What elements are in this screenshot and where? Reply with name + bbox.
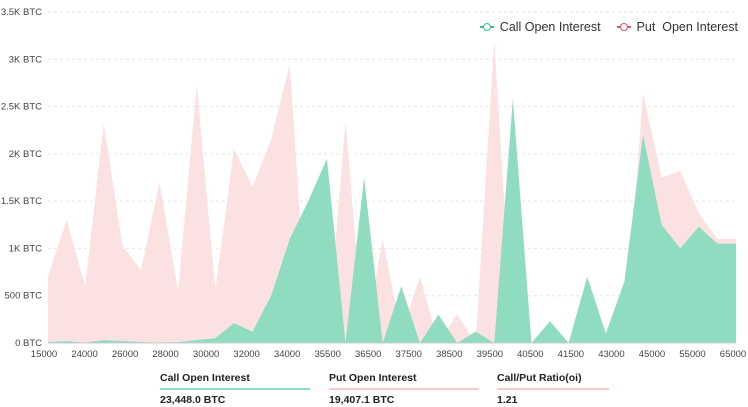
stat-call-label: Call Open Interest	[160, 372, 250, 384]
y-tick-label: 1K BTC	[9, 243, 42, 254]
stat-put-underline	[329, 388, 479, 390]
y-tick-label: 1.5K BTC	[1, 196, 42, 207]
x-tick-label: 38500	[436, 349, 462, 360]
x-tick-label: 26000	[112, 349, 138, 360]
summary-stats: Call Open Interest 23,448.0 BTC Put Open…	[0, 372, 748, 407]
x-tick-label: 43000	[598, 349, 624, 360]
stat-call-put-ratio: Call/Put Ratio(oi) 1.21	[497, 372, 609, 406]
x-tick-label: 24000	[71, 349, 97, 360]
legend-put-label: Put Open Interest	[636, 20, 738, 34]
y-tick-label: 0 BTC	[15, 338, 42, 349]
legend-item-call[interactable]: Call Open Interest	[479, 20, 601, 34]
x-tick-label: 40500	[517, 349, 543, 360]
x-tick-label: 45000	[639, 349, 665, 360]
y-tick-label: 3K BTC	[9, 54, 42, 65]
stat-ratio-underline	[497, 388, 609, 390]
call-open-interest-area	[48, 99, 736, 343]
stat-put-open-interest: Put Open Interest 19,407.1 BTC	[329, 372, 479, 406]
x-tick-label: 65000	[720, 349, 746, 360]
x-tick-label: 30000	[193, 349, 219, 360]
open-interest-chart: 0 BTC 500 BTC 1K BTC 1.5K BTC 2K BTC 2.5K BTC…	[1, 7, 746, 360]
x-tick-label: 37500	[396, 349, 422, 360]
x-tick-label: 55000	[679, 349, 705, 360]
x-tick-label: 39500	[477, 349, 503, 360]
y-tick-label: 2.5K BTC	[1, 102, 42, 113]
y-axis: 0 BTC 500 BTC 1K BTC 1.5K BTC 2K BTC 2.5K BTC…	[1, 7, 42, 349]
y-tick-label: 2K BTC	[9, 149, 42, 160]
stat-call-value: 23,448.0 BTC	[160, 394, 226, 406]
stat-ratio-label: Call/Put Ratio(oi)	[497, 372, 582, 384]
stat-call-open-interest: Call Open Interest 23,448.0 BTC	[160, 372, 310, 406]
legend-item-put[interactable]: Put Open Interest	[616, 20, 738, 34]
put-open-interest-area	[48, 40, 736, 344]
y-tick-label: 500 BTC	[5, 291, 43, 302]
x-tick-label: 35500	[314, 349, 340, 360]
x-tick-label: 15000	[31, 349, 57, 360]
x-tick-label: 34000	[274, 349, 300, 360]
y-tick-label: 3.5K BTC	[1, 7, 42, 18]
x-tick-label: 36500	[355, 349, 381, 360]
x-axis: 15000 24000 26000 28000 30000 32000 34000 35500…	[31, 342, 746, 360]
stat-ratio-value: 1.21	[497, 394, 518, 406]
x-tick-label: 28000	[152, 349, 178, 360]
series-areas	[48, 40, 736, 344]
stat-put-label: Put Open Interest	[329, 372, 417, 384]
legend-call-marker-icon	[479, 22, 494, 32]
stat-call-underline	[160, 388, 310, 390]
legend-call-label: Call Open Interest	[499, 20, 601, 34]
stat-put-value: 19,407.1 BTC	[329, 394, 395, 406]
legend-put-marker-icon	[616, 22, 631, 32]
x-tick-label: 41500	[558, 349, 584, 360]
x-tick-label: 32000	[233, 349, 259, 360]
chart-legend: Call Open Interest Put Open Interest	[479, 20, 738, 34]
